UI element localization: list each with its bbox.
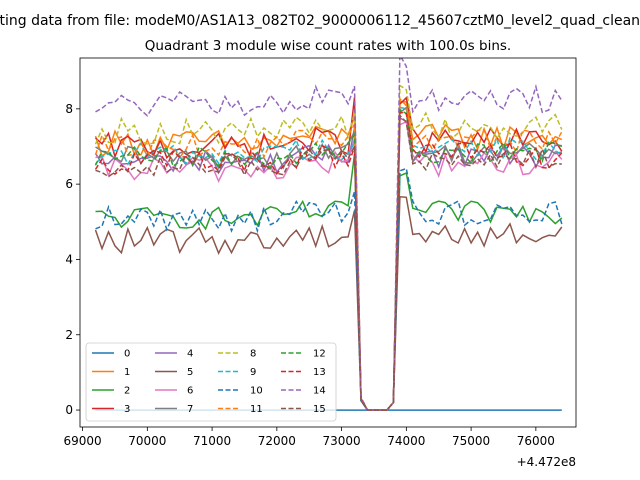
axes-frame — [79, 57, 577, 428]
legend-label: 11 — [250, 404, 263, 415]
series-line-4 — [94, 116, 562, 411]
x-tick-label: 72000 — [258, 434, 296, 448]
x-tick-label: 76000 — [517, 434, 555, 448]
series-line-8 — [94, 84, 563, 411]
series-line-10 — [95, 167, 563, 411]
legend-label: 4 — [187, 349, 193, 360]
series-line-5 — [94, 195, 563, 411]
x-axis: 69000 70000 71000 72000 73000 74000 75000 76000 — [63, 427, 555, 448]
legend-label: 9 — [250, 367, 256, 378]
series-line-13 — [94, 111, 563, 411]
legend-label: 13 — [313, 367, 326, 378]
legend-label: 7 — [187, 404, 193, 415]
legend-label: 14 — [313, 386, 326, 397]
x-tick-label: 71000 — [193, 434, 231, 448]
legend-label: 0 — [124, 349, 130, 360]
y-tick-label: 6 — [65, 177, 73, 191]
x-tick-label: 73000 — [323, 434, 361, 448]
x-offset-label: +4.472e8 — [517, 455, 576, 469]
x-tick-label: 70000 — [128, 434, 166, 448]
legend-label: 6 — [187, 386, 193, 397]
series-line-14 — [95, 58, 563, 411]
series-group — [94, 58, 563, 411]
y-tick-label: 0 — [65, 403, 73, 417]
legend-label: 2 — [124, 386, 130, 397]
y-axis: 0 2 4 6 8 — [65, 102, 80, 417]
y-tick-label: 2 — [65, 328, 73, 342]
y-tick-label: 8 — [65, 102, 73, 116]
plot-area: 69000 70000 71000 72000 73000 74000 75000 76000… — [63, 57, 577, 469]
series-line-11 — [94, 97, 563, 411]
x-tick-label: 75000 — [452, 434, 490, 448]
x-tick-label: 74000 — [387, 434, 425, 448]
legend-label: 3 — [124, 404, 130, 415]
legend-label: 15 — [313, 404, 326, 415]
legend-label: 1 — [124, 367, 130, 378]
chart-title: Quadrant 3 module wise count rates with … — [145, 38, 511, 54]
legend-label: 8 — [250, 349, 256, 360]
y-tick-label: 4 — [65, 252, 73, 266]
figure-suptitle: Plotting data from file: modeM0/AS1A13_0… — [0, 13, 640, 29]
series-line-15 — [95, 113, 562, 411]
legend-label: 5 — [187, 367, 193, 378]
series-line-12 — [94, 108, 563, 411]
legend-label: 12 — [313, 349, 326, 360]
legend-label: 10 — [250, 386, 263, 397]
x-tick-label: 69000 — [63, 434, 101, 448]
legend-box — [85, 342, 337, 422]
